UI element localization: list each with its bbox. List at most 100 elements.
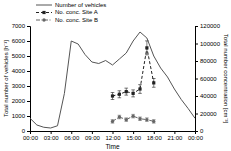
tick-mark xyxy=(154,131,155,134)
tick-mark xyxy=(27,131,30,132)
tick-label: 03:00 xyxy=(44,135,60,141)
tick: 7000 xyxy=(12,23,30,29)
tick-label: 60000 xyxy=(200,76,217,82)
error-bar xyxy=(124,88,128,95)
tick-mark xyxy=(27,56,30,57)
y2-axis-title: Total number concentration [cm⁻³] xyxy=(223,34,229,124)
line xyxy=(30,32,195,128)
tick: 80000 xyxy=(195,58,217,64)
tick-label: 09:00 xyxy=(85,135,101,141)
marker xyxy=(118,115,121,118)
tick: 4000 xyxy=(12,68,30,74)
y-axis: 0 1000 2000 3000 4000 5000 6000 7000 xyxy=(12,23,31,134)
tick: 20000 xyxy=(195,111,217,117)
error-bar xyxy=(145,41,149,55)
tick-mark xyxy=(27,41,30,42)
legend-item: No. conc. Site A xyxy=(36,9,98,15)
tick-label: 100000 xyxy=(200,41,221,47)
series xyxy=(111,41,156,100)
legend-item: No. conc. Site B xyxy=(36,17,98,23)
tick: 5000 xyxy=(12,53,30,59)
marker xyxy=(118,93,121,96)
legend-item: Number of vehicles xyxy=(36,2,106,8)
tick-label: 18:00 xyxy=(147,135,163,141)
tick-mark xyxy=(113,131,114,134)
tick-label: 00:00 xyxy=(23,135,39,141)
tick-mark xyxy=(51,131,52,134)
tick-mark xyxy=(195,79,198,80)
tick-label: 06:00 xyxy=(64,135,80,141)
error-bar xyxy=(131,114,135,118)
tick-label: 120000 xyxy=(200,23,221,29)
tick: 15:00 xyxy=(126,131,142,141)
tick: 2000 xyxy=(12,98,30,104)
tick-mark xyxy=(195,61,198,62)
error-bar xyxy=(138,85,142,94)
tick: 6000 xyxy=(12,38,30,44)
tick-label: 0 xyxy=(200,128,204,134)
marker xyxy=(125,90,128,93)
tick: 3000 xyxy=(12,83,30,89)
tick: 100000 xyxy=(195,41,221,47)
legend-label: No. conc. Site B xyxy=(55,17,98,23)
tick-label: 3000 xyxy=(12,83,26,89)
marker xyxy=(145,118,148,121)
error-bar xyxy=(118,91,122,98)
axis-line xyxy=(196,27,199,132)
tick: 1000 xyxy=(12,113,30,119)
series xyxy=(30,32,195,128)
error-bar xyxy=(118,115,122,119)
marker xyxy=(152,81,155,84)
legend-label: Number of vehicles xyxy=(55,2,106,8)
y-axis-title: Total number of vehicles [h⁻¹] xyxy=(3,40,9,117)
tick: 0 xyxy=(22,128,30,134)
tick-label: 1000 xyxy=(12,113,26,119)
tick-mark xyxy=(71,131,72,134)
marker xyxy=(132,92,135,95)
legend-marker xyxy=(42,18,45,21)
tick-mark xyxy=(27,116,30,117)
marker xyxy=(145,46,148,49)
axis-line xyxy=(31,132,196,135)
tick-mark xyxy=(27,86,30,87)
tick-label: 6000 xyxy=(12,38,26,44)
marker xyxy=(152,120,155,123)
tick: 06:00 xyxy=(64,131,80,141)
plot: 00:0003:0006:0009:0012:0015:0018:0021:00… xyxy=(12,23,221,141)
chart: 00:0003:0006:0009:0012:0015:0018:0021:00… xyxy=(0,0,231,151)
marker xyxy=(125,118,128,121)
error-bar xyxy=(111,93,115,100)
tick-label: 7000 xyxy=(12,23,26,29)
tick-mark xyxy=(27,71,30,72)
marker xyxy=(138,117,141,120)
marker xyxy=(111,120,114,123)
legend-swatch xyxy=(36,5,52,6)
tick-label: 12:00 xyxy=(105,135,121,141)
tick-mark xyxy=(195,131,198,132)
marks xyxy=(30,32,195,128)
error-bar xyxy=(152,79,156,88)
tick-mark xyxy=(195,26,198,27)
tick-mark xyxy=(92,131,93,134)
error-bar xyxy=(131,90,135,97)
x-axis: 00:0003:0006:0009:0012:0015:0018:0021:00… xyxy=(23,131,204,141)
error-bar xyxy=(111,120,115,124)
tick: 60000 xyxy=(195,76,217,82)
tick: 00:00 xyxy=(23,131,39,141)
error-bar xyxy=(124,118,128,122)
legend: Number of vehiclesNo. conc. Site A No. co… xyxy=(36,2,106,23)
tick-mark xyxy=(174,131,175,134)
tick: 40000 xyxy=(195,93,217,99)
series xyxy=(111,114,156,123)
tick-mark xyxy=(195,114,198,115)
tick-mark xyxy=(27,26,30,27)
tick: 09:00 xyxy=(85,131,101,141)
error-bar xyxy=(138,117,142,121)
error-bar xyxy=(145,118,149,122)
error-bar xyxy=(152,120,156,124)
tick: 0 xyxy=(195,128,204,134)
tick-mark xyxy=(27,101,30,102)
legend-marker xyxy=(42,11,45,14)
tick-label: 5000 xyxy=(12,53,26,59)
tick-label: 80000 xyxy=(200,58,217,64)
